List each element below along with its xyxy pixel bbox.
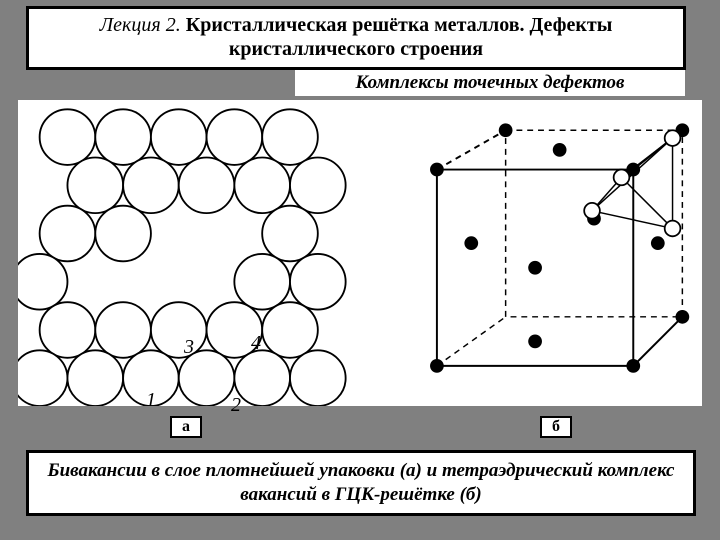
figA-number-label: 1 bbox=[146, 389, 156, 412]
figure-area: 1234 bbox=[18, 100, 702, 406]
lecture-number: Лекция 2. bbox=[100, 14, 181, 36]
lecture-title-box: Лекция 2. Кристаллическая решётка металл… bbox=[26, 6, 686, 70]
figure-caption: Бивакансии в слое плотнейшей упаковки (а… bbox=[26, 450, 696, 516]
figure-a-close-packed bbox=[18, 100, 358, 406]
figure-label-a: а bbox=[170, 416, 202, 438]
section-subtitle: Комплексы точечных дефектов bbox=[295, 70, 685, 96]
figA-number-label: 2 bbox=[231, 394, 241, 417]
figure-b-fcc-cube bbox=[378, 100, 702, 406]
figure-label-b: б bbox=[540, 416, 572, 438]
figA-number-label: 3 bbox=[184, 336, 194, 359]
lecture-title: Кристаллическая решётка металлов. Дефект… bbox=[186, 14, 613, 60]
figA-number-label: 4 bbox=[251, 332, 261, 355]
